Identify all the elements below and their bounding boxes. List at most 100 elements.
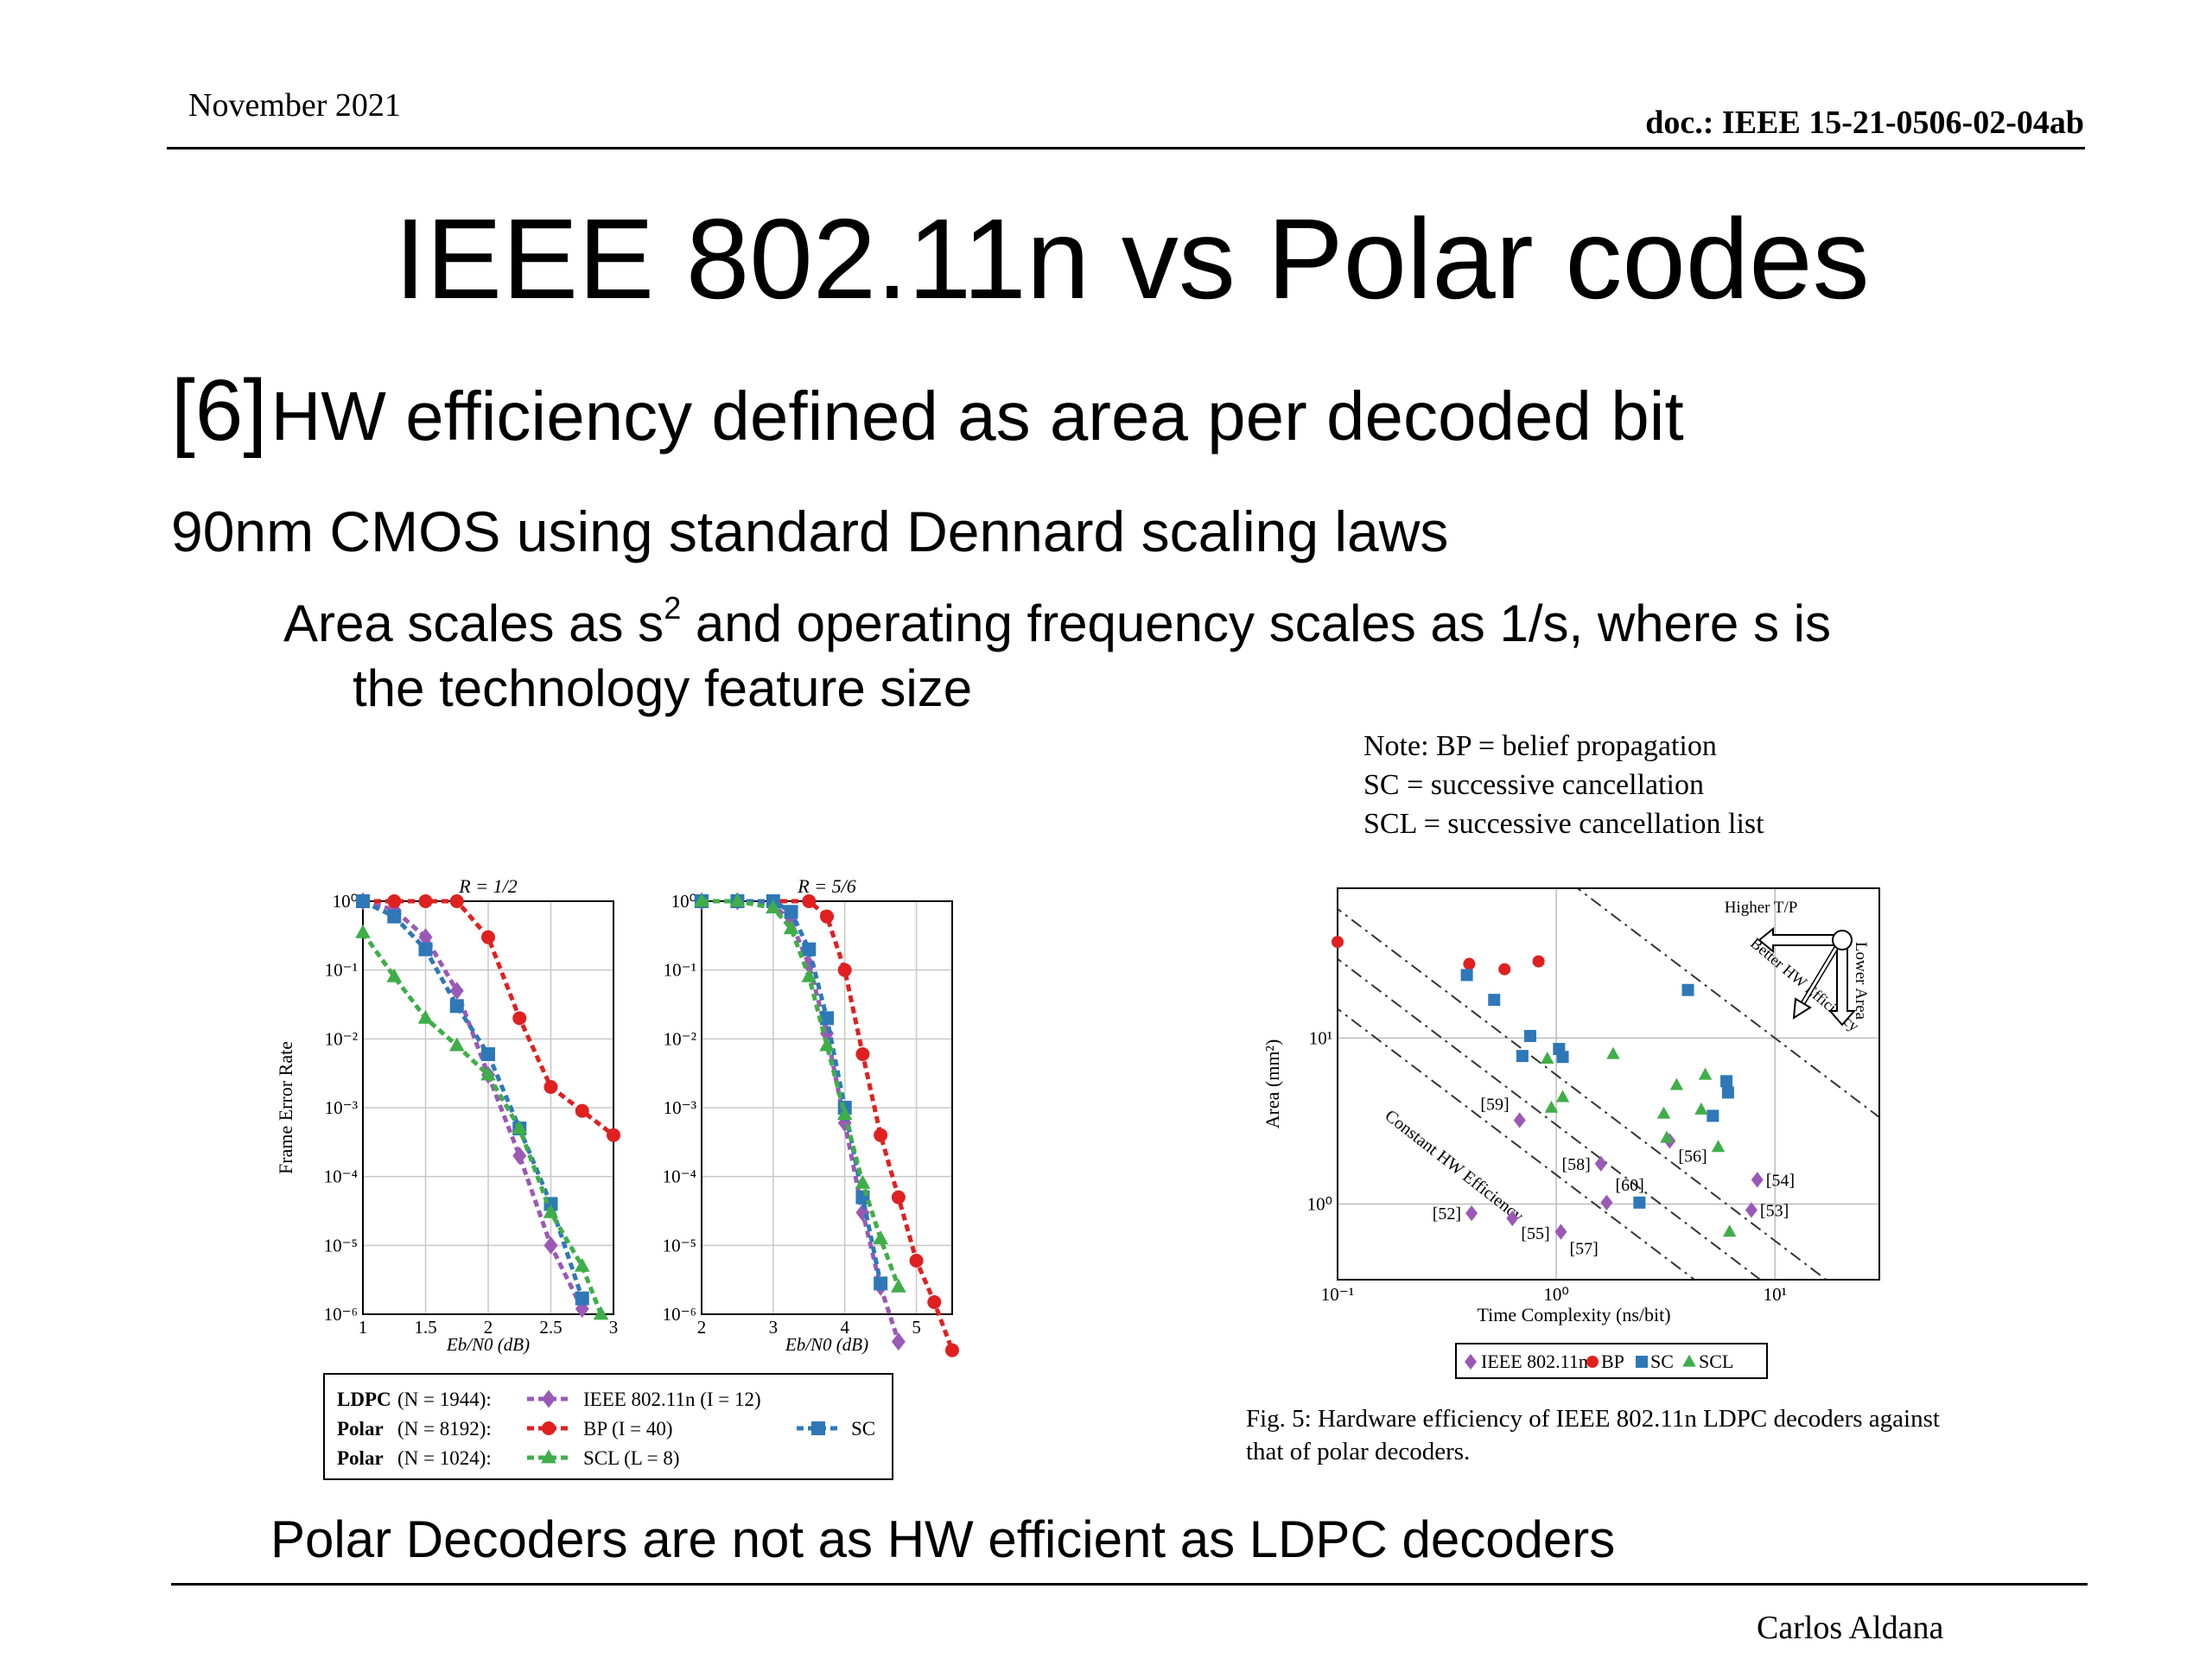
data-point-sc bbox=[387, 909, 402, 924]
y-axis-label: Area (mm²) bbox=[1262, 1039, 1283, 1129]
data-point-bp bbox=[607, 1128, 620, 1142]
data-point-scl bbox=[480, 1066, 496, 1081]
series-line-bp bbox=[702, 899, 955, 1351]
y-tick-label: 10⁻⁴ bbox=[324, 1166, 358, 1187]
data-point-bp bbox=[802, 894, 817, 908]
data-point-scl bbox=[1606, 1046, 1620, 1059]
hw-legend-sc-label: SC bbox=[1650, 1351, 1674, 1372]
slide-title: IEEE 802.11n vs Polar codes bbox=[394, 195, 1870, 322]
data-point-bp bbox=[945, 1343, 959, 1357]
data-point-scl bbox=[574, 1257, 590, 1272]
fer-figure: Frame Error Rate R = 1/2 10⁰ 10⁻¹ 10⁻² 10⁻³ 1… bbox=[275, 875, 959, 1480]
scaling-text-post: and operating frequency scales as 1/s, w… bbox=[681, 594, 1831, 652]
series-line-sc bbox=[702, 899, 883, 1284]
legend-bp-label: BP (I = 40) bbox=[583, 1418, 672, 1440]
data-point-ieee bbox=[1751, 1172, 1764, 1188]
data-point-scl bbox=[891, 1278, 906, 1293]
data-point-sc bbox=[1633, 1196, 1646, 1209]
data-point-sc bbox=[1681, 983, 1694, 996]
data-point-scl bbox=[1541, 1052, 1554, 1065]
legend-scl-marker bbox=[527, 1449, 570, 1464]
data-point-scl bbox=[873, 1230, 888, 1245]
x-tick-label: 10⁻¹ bbox=[1321, 1284, 1354, 1305]
hw-legend-scl-label: SCL bbox=[1699, 1351, 1733, 1372]
fer-legend: LDPC (N = 1944): IEEE 802.11n (I = 12) P… bbox=[323, 1373, 893, 1480]
legend-row1-prefix: LDPC bbox=[337, 1389, 391, 1410]
data-point-scl bbox=[694, 893, 709, 907]
fer-y-axis-label-group: Frame Error Rate bbox=[275, 1041, 296, 1174]
x-tick-label: 2 bbox=[697, 1317, 707, 1338]
data-point-scl bbox=[766, 899, 781, 914]
hw-legend-bp-label: BP bbox=[1601, 1351, 1624, 1372]
conclusion-text: Polar Decoders are not as HW efficient a… bbox=[270, 1510, 1616, 1568]
constant-efficiency-line bbox=[1338, 907, 1828, 1280]
fer-legend-box bbox=[323, 1373, 893, 1480]
data-point-scl bbox=[819, 1037, 835, 1052]
y-tick-label: 10⁻³ bbox=[325, 1097, 358, 1118]
bullet-hw-efficiency-text: HW efficiency defined as area per decode… bbox=[270, 378, 1684, 454]
data-point-ieee bbox=[418, 928, 433, 947]
point-label: [52] bbox=[1433, 1205, 1461, 1224]
arrow-diag-fill bbox=[1801, 943, 1840, 1005]
data-point-ieee bbox=[1600, 1194, 1613, 1211]
y-tick-label: 10⁻⁵ bbox=[324, 1235, 358, 1255]
data-point-sc bbox=[820, 1011, 834, 1026]
data-point-scl bbox=[355, 924, 371, 938]
y-tick-label: 10⁻² bbox=[664, 1028, 696, 1049]
scaling-text-pre: Area scales as s bbox=[283, 594, 664, 652]
y-tick-label: 10⁻¹ bbox=[325, 960, 358, 981]
plot-title: R = 5/6 bbox=[797, 875, 855, 897]
y-tick-label: 10¹ bbox=[1309, 1027, 1332, 1048]
data-point-sc bbox=[449, 999, 464, 1014]
data-point-bp bbox=[855, 1047, 870, 1062]
legend-scl-label: SCL (L = 8) bbox=[583, 1447, 680, 1469]
legend-row3-prefix: Polar bbox=[337, 1447, 384, 1469]
data-point-sc bbox=[1460, 969, 1473, 982]
arrow-origin-icon bbox=[1832, 930, 1853, 950]
hw-legend-ieee-label: IEEE 802.11n bbox=[1481, 1351, 1588, 1372]
y-tick-label: 10⁻² bbox=[325, 1028, 358, 1049]
data-point-sc bbox=[802, 942, 817, 957]
x-tick-label: 3 bbox=[609, 1317, 619, 1338]
data-point-bp bbox=[820, 909, 834, 924]
point-label: [57] bbox=[1569, 1240, 1598, 1259]
series-line-scl bbox=[360, 931, 603, 1315]
data-point-bp bbox=[1332, 936, 1344, 949]
data-point-bp bbox=[387, 894, 402, 908]
legend-marker bbox=[1586, 1356, 1599, 1368]
data-point-ieee bbox=[1513, 1112, 1526, 1128]
hw-legend: IEEE 802.11n BP SC SCL bbox=[1455, 1343, 1768, 1379]
sub-bullet-scaling: Area scales as s2 and operating frequenc… bbox=[283, 592, 1831, 656]
legend-marker bbox=[811, 1421, 825, 1435]
reference-marker: [6] bbox=[171, 362, 268, 459]
footer-author: Carlos Aldana bbox=[1757, 1610, 1944, 1646]
note-sc: SC = successive cancellation bbox=[1363, 769, 1705, 801]
hw-legend-sc-marker bbox=[1636, 1356, 1648, 1368]
constant-efficiency-line bbox=[1338, 1007, 1696, 1280]
point-label: [59] bbox=[1480, 1095, 1509, 1114]
y-tick-label: 10⁻⁴ bbox=[663, 1166, 696, 1187]
data-point-sc bbox=[1707, 1109, 1719, 1122]
x-tick-label: 1.5 bbox=[414, 1317, 436, 1338]
data-point-sc bbox=[481, 1047, 495, 1062]
data-point-sc bbox=[575, 1291, 589, 1306]
data-point-bp bbox=[874, 1128, 888, 1142]
data-point-scl bbox=[855, 1174, 871, 1189]
fer-plot-r-5-6: R = 5/6 10⁰ 10⁻¹ 10⁻² 10⁻³ 10⁻⁴ 10⁻⁵ 10⁻⁶2 3 4 5 Eb… bbox=[663, 875, 959, 1357]
data-point-ieee bbox=[512, 1147, 527, 1166]
x-axis-label: Time Complexity (ns/bit) bbox=[1477, 1304, 1670, 1325]
point-label: [54] bbox=[1766, 1171, 1795, 1190]
legend-bp-marker bbox=[527, 1421, 570, 1435]
fer-plot-r-1-2: R = 1/2 10⁰ 10⁻¹ 10⁻² 10⁻³ 10⁻⁴ 10⁻⁵ 10⁻⁶1 1.5 2 2… bbox=[324, 875, 620, 1355]
constant-efficiency-line bbox=[1338, 957, 1762, 1280]
data-point-sc bbox=[1556, 1051, 1569, 1064]
data-point-scl bbox=[729, 893, 746, 907]
data-point-scl bbox=[1698, 1067, 1713, 1080]
plot-frame bbox=[362, 900, 614, 1315]
data-point-sc bbox=[1720, 1075, 1733, 1088]
data-point-scl bbox=[543, 1204, 559, 1218]
legend-row3-n: (N = 1024): bbox=[397, 1447, 492, 1469]
series-line-ieee bbox=[702, 899, 901, 1343]
data-point-scl bbox=[836, 1106, 853, 1121]
